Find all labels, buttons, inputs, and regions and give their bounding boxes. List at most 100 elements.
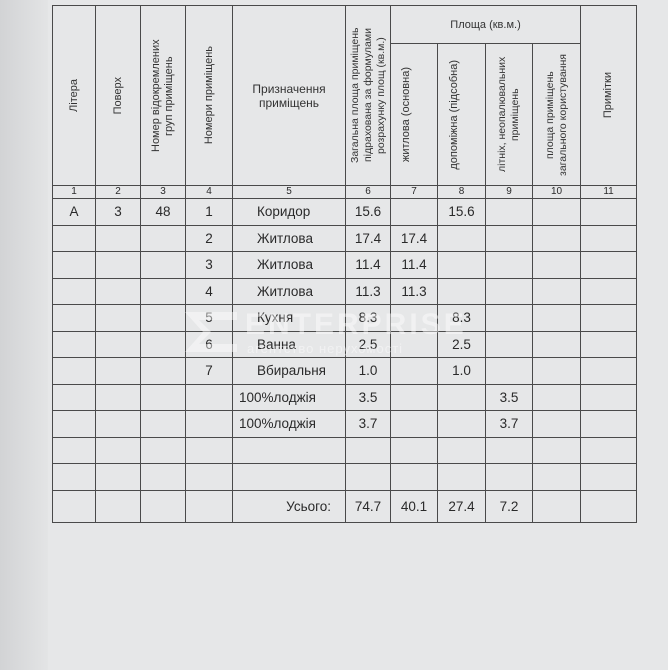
cell-total [345, 463, 391, 491]
cell-num: 7 [185, 357, 233, 385]
cell-floor [95, 436, 141, 464]
cell-name: Ванна [232, 330, 346, 358]
cell-summer [485, 330, 533, 358]
cell-common [531, 224, 582, 252]
cell-common [531, 330, 582, 358]
cell-group [140, 251, 186, 279]
cell-floor [95, 304, 141, 332]
cell-litera [52, 304, 96, 332]
premises-table: Літера Поверх Номер відокремлених груп п… [52, 5, 638, 523]
cell-total: 2.5 [345, 330, 391, 358]
header-group-number: Номер відокремлених груп приміщень [140, 5, 186, 186]
cell-total: 15.6 [345, 198, 391, 226]
cell-group [140, 383, 186, 411]
cell-litera [52, 224, 96, 252]
totals-empty [580, 489, 638, 523]
cell-common [531, 436, 582, 464]
cell-num [185, 463, 233, 491]
cell-litera [52, 330, 96, 358]
cell-aux [437, 383, 486, 411]
cell-group [140, 224, 186, 252]
cell-summer [485, 436, 533, 464]
cell-living [390, 463, 438, 491]
cell-floor [95, 357, 141, 385]
table-row: 5 Кухня 8.3 8.3 [52, 304, 638, 332]
cell-name: 100%лоджія [232, 383, 346, 411]
cell-group [140, 304, 186, 332]
cell-aux [437, 251, 486, 279]
header-area-group: Площа (кв.м.) [389, 5, 582, 44]
table-row [52, 436, 638, 464]
cell-notes [580, 224, 638, 252]
cell-litera [52, 357, 96, 385]
cell-summer [485, 304, 533, 332]
cell-aux [437, 436, 486, 464]
cell-group [140, 463, 186, 491]
cell-notes [580, 463, 638, 491]
cell-living: 17.4 [390, 224, 438, 252]
cell-floor [95, 224, 141, 252]
cell-common [531, 463, 582, 491]
cell-aux [437, 277, 486, 305]
cell-notes [580, 410, 638, 438]
cell-floor [95, 410, 141, 438]
cell-litera [52, 436, 96, 464]
cell-summer [485, 277, 533, 305]
cell-summer [485, 198, 533, 226]
cell-aux [437, 410, 486, 438]
totals-living: 40.1 [390, 489, 438, 523]
cell-living [390, 198, 438, 226]
cell-num [185, 410, 233, 438]
totals-empty [140, 489, 186, 523]
cell-living [390, 357, 438, 385]
cell-num: 6 [185, 330, 233, 358]
cell-total: 17.4 [345, 224, 391, 252]
column-number: 8 [437, 185, 486, 199]
table-row: 100%лоджія 3.7 3.7 [52, 410, 638, 438]
totals-empty [531, 489, 582, 523]
table-row: 2 Житлова 17.4 17.4 [52, 224, 638, 252]
table-row: 7 Вбиральня 1.0 1.0 [52, 357, 638, 385]
cell-notes [580, 436, 638, 464]
totals-total: 74.7 [345, 489, 391, 523]
cell-notes [580, 383, 638, 411]
totals-empty [185, 489, 233, 523]
cell-name [232, 436, 346, 464]
cell-total: 11.4 [345, 251, 391, 279]
header-notes: Примітки [580, 5, 638, 186]
cell-litera [52, 277, 96, 305]
cell-summer [485, 224, 533, 252]
cell-name: Житлова [232, 277, 346, 305]
cell-litera: А [52, 198, 96, 226]
cell-name: Житлова [232, 251, 346, 279]
cell-num: 2 [185, 224, 233, 252]
cell-common [531, 357, 582, 385]
column-number: 2 [95, 185, 141, 199]
table-row: 100%лоджія 3.5 3.5 [52, 383, 638, 411]
cell-summer [485, 463, 533, 491]
cell-litera [52, 251, 96, 279]
cell-floor [95, 383, 141, 411]
header-room-numbers: Номери приміщень [185, 5, 233, 186]
cell-aux [437, 224, 486, 252]
column-number: 6 [345, 185, 391, 199]
cell-group [140, 330, 186, 358]
header-floor: Поверх [95, 5, 141, 186]
column-number: 11 [580, 185, 638, 199]
cell-name: Коридор [232, 198, 346, 226]
table-row: 3 Житлова 11.4 11.4 [52, 251, 638, 279]
cell-living: 11.4 [390, 251, 438, 279]
header-total-area: Загальна площа приміщень підрахована за … [345, 5, 391, 186]
column-number: 10 [531, 185, 582, 199]
cell-litera [52, 463, 96, 491]
cell-aux: 2.5 [437, 330, 486, 358]
cell-name: Кухня [232, 304, 346, 332]
cell-num [185, 436, 233, 464]
table-row: А 3 48 1 Коридор 15.6 15.6 [52, 198, 638, 226]
cell-group [140, 436, 186, 464]
cell-name: Житлова [232, 224, 346, 252]
cell-notes [580, 198, 638, 226]
header-common: площа приміщень загального користування [531, 43, 582, 186]
header-summer: літніх, неопалювальних приміщень [485, 43, 533, 186]
cell-floor [95, 330, 141, 358]
